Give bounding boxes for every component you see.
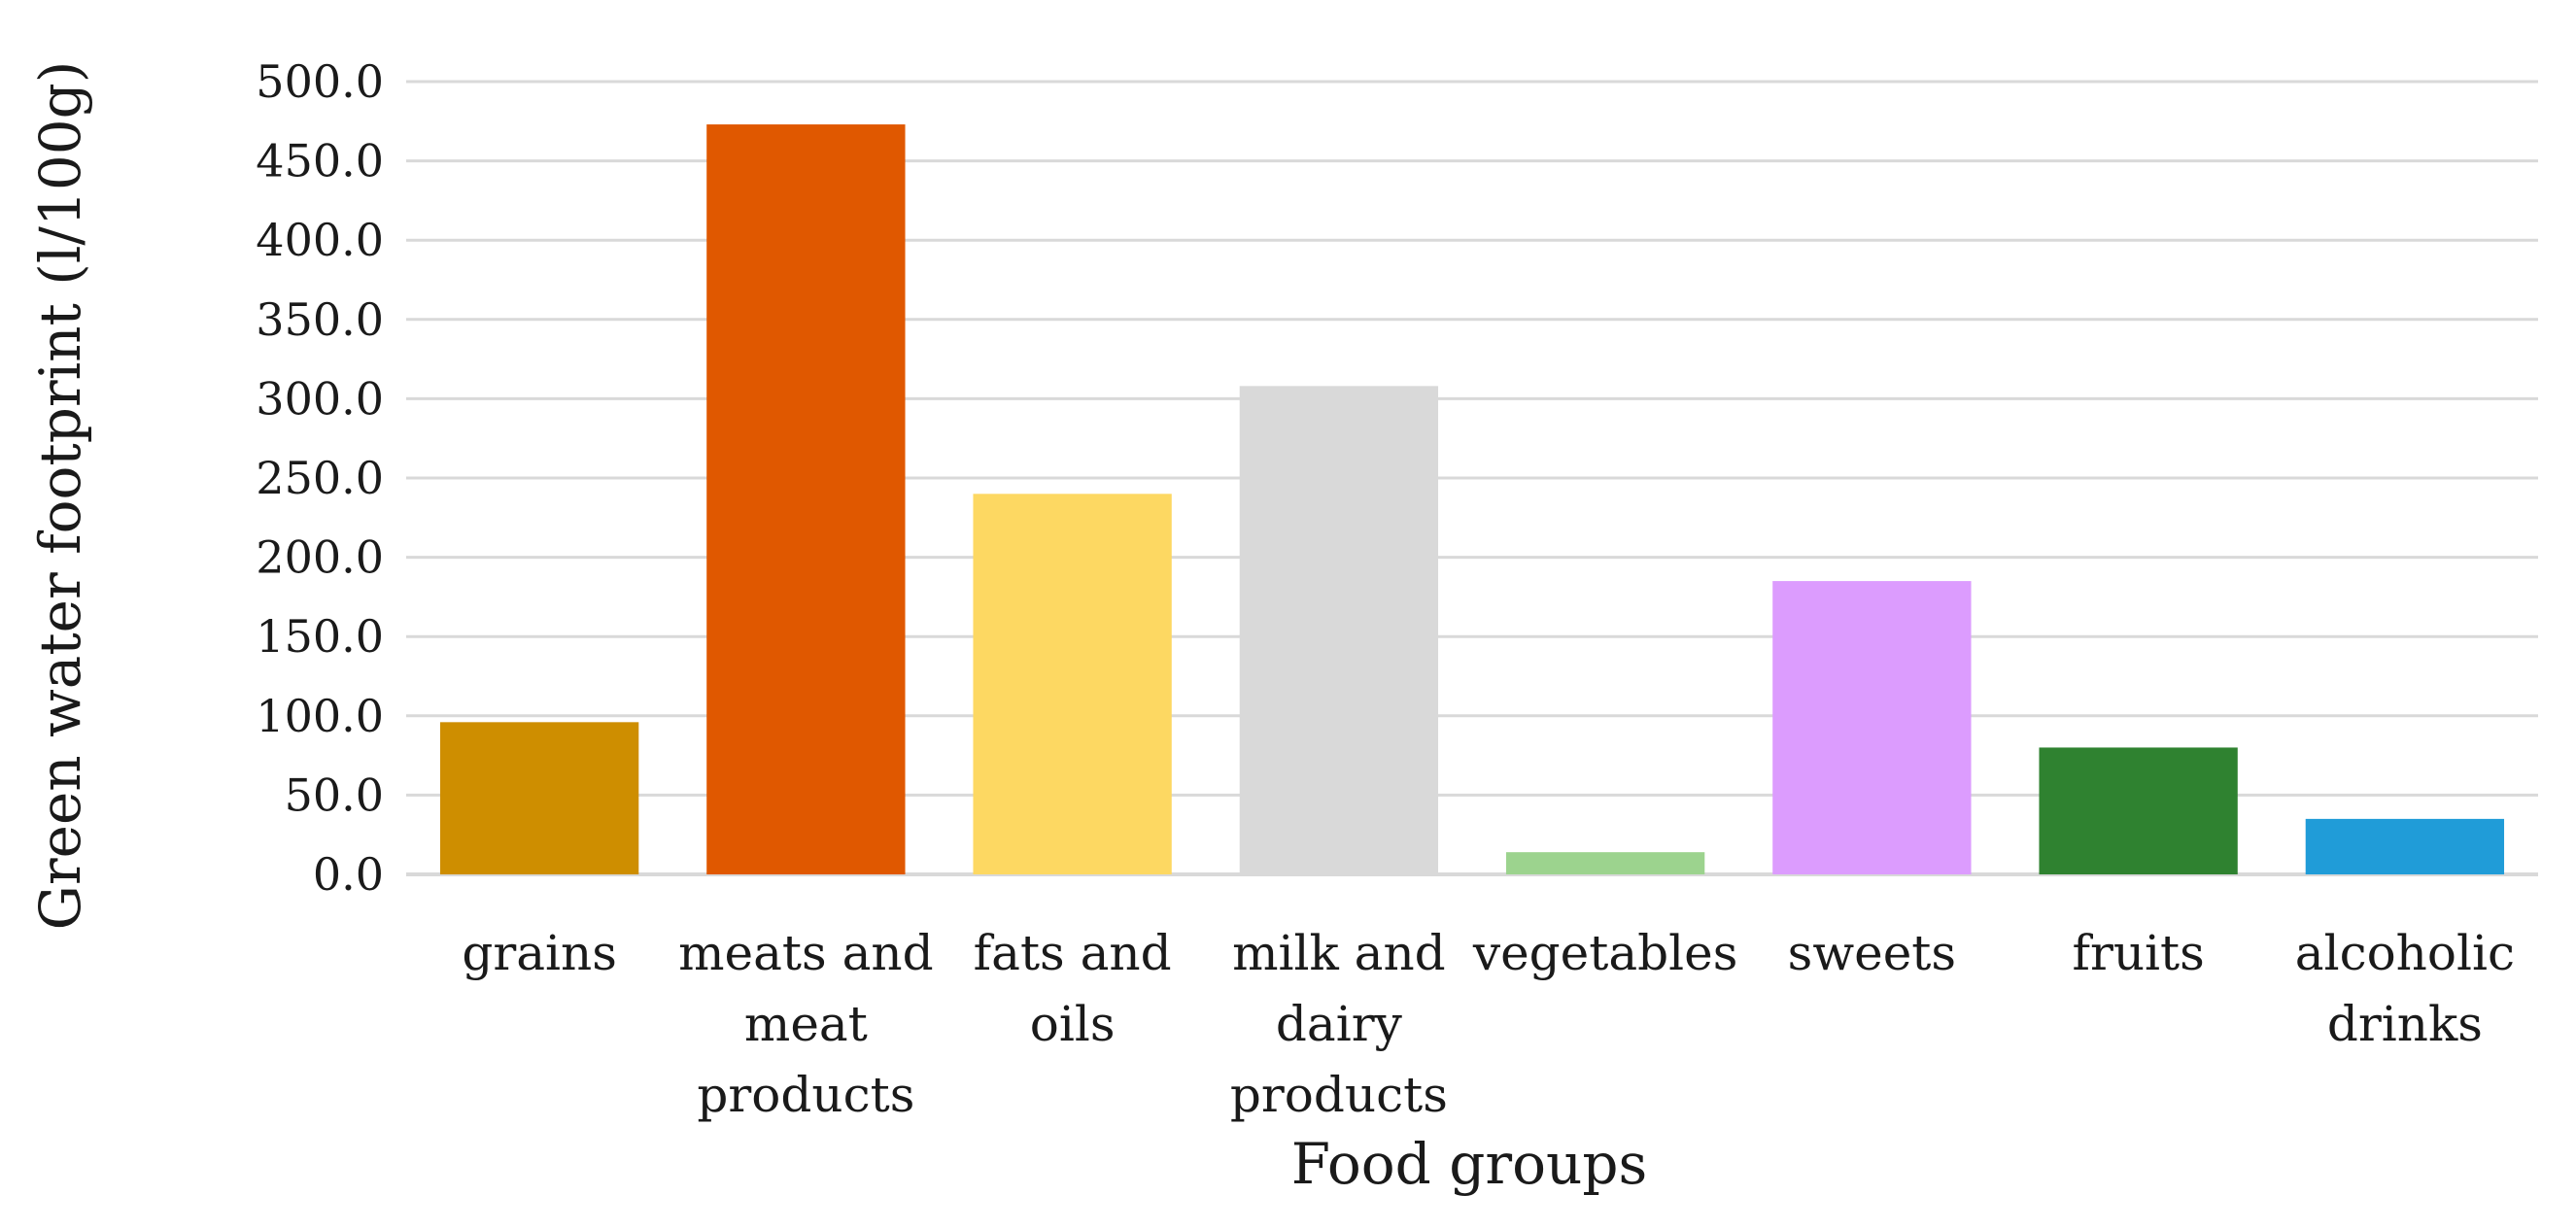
y-tick-label: 200.0 xyxy=(256,531,384,584)
x-category-label: fats and oils xyxy=(974,925,1172,1052)
bar-sweets xyxy=(1772,581,1972,874)
x-category-label-line: oils xyxy=(1030,996,1116,1052)
x-category-label-line: alcoholic xyxy=(2295,925,2515,981)
y-tick-label: 500.0 xyxy=(256,55,384,108)
x-category-label-line: fruits xyxy=(2072,925,2204,981)
x-category-label-line: fats and xyxy=(974,925,1172,981)
x-category-label-line: vegetables xyxy=(1472,925,1738,981)
x-category-label: fruits xyxy=(2072,925,2204,981)
bar-meats-and-meat-products xyxy=(706,124,906,875)
y-tick-label: 50.0 xyxy=(285,768,384,821)
y-tick-label: 150.0 xyxy=(256,610,384,663)
y-tick-labels: 0.0 50.0 100.0 150.0 200.0 250.0 300.0 350.0 400… xyxy=(256,55,384,901)
x-category-label-line: meats and xyxy=(678,925,933,981)
x-category-labels: grains meats and meat products fats and oils m… xyxy=(462,925,2515,1123)
x-category-label-line: sweets xyxy=(1788,925,1956,981)
x-category-label-line: products xyxy=(1230,1067,1448,1123)
y-axis-title: Green water footprint (l/100g) xyxy=(27,61,93,931)
bar-vegetables xyxy=(1505,852,1705,874)
x-axis-title: Food groups xyxy=(1291,1131,1648,1197)
x-category-label-line: grains xyxy=(462,925,617,981)
y-tick-label: 100.0 xyxy=(256,690,384,742)
bar-grains xyxy=(439,722,639,874)
x-category-label-line: meat xyxy=(744,996,868,1052)
bars xyxy=(439,124,2505,875)
x-category-label: alcoholic drinks xyxy=(2295,925,2515,1052)
x-category-label: sweets xyxy=(1788,925,1956,981)
bar-fruits xyxy=(2039,747,2238,874)
x-category-label: grains xyxy=(462,925,617,981)
x-category-label-line: drinks xyxy=(2327,996,2483,1052)
x-category-label-line: products xyxy=(697,1067,914,1123)
y-tick-label: 400.0 xyxy=(256,214,384,266)
y-tick-label: 450.0 xyxy=(256,135,384,188)
x-category-label-line: dairy xyxy=(1276,996,1403,1052)
x-category-label: meats and meat products xyxy=(678,925,933,1123)
y-tick-label: 350.0 xyxy=(256,293,384,346)
y-tick-label: 0.0 xyxy=(313,848,384,901)
bar-milk-and-dairy-products xyxy=(1239,386,1439,874)
x-category-label: vegetables xyxy=(1472,925,1738,981)
bar-alcoholic-drinks xyxy=(2305,818,2505,874)
y-tick-label: 300.0 xyxy=(256,372,384,425)
bar-fats-and-oils xyxy=(973,494,1172,874)
y-tick-label: 250.0 xyxy=(256,452,384,504)
x-category-label: milk and dairy products xyxy=(1230,925,1448,1123)
x-category-label-line: milk and xyxy=(1232,925,1446,981)
